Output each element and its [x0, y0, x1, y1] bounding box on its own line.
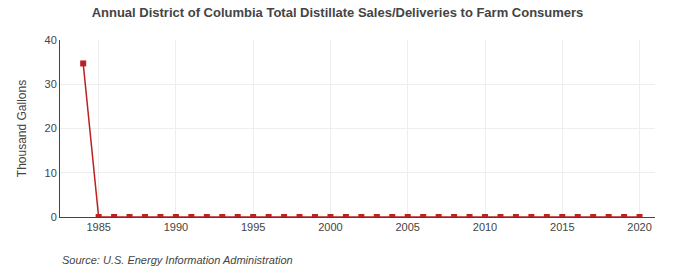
- svg-text:0: 0: [51, 211, 57, 223]
- svg-text:Thousand Gallons: Thousand Gallons: [15, 80, 29, 177]
- svg-text:1995: 1995: [241, 221, 265, 233]
- svg-text:10: 10: [45, 167, 57, 179]
- svg-text:2020: 2020: [627, 221, 651, 233]
- svg-text:2010: 2010: [473, 221, 497, 233]
- svg-text:2000: 2000: [318, 221, 342, 233]
- svg-text:Source: U.S. Energy Informatio: Source: U.S. Energy Information Administ…: [62, 254, 293, 266]
- svg-text:2005: 2005: [395, 221, 419, 233]
- svg-text:20: 20: [45, 122, 57, 134]
- svg-text:1985: 1985: [86, 221, 110, 233]
- svg-text:30: 30: [45, 78, 57, 90]
- svg-text:40: 40: [45, 34, 57, 46]
- svg-text:Annual District of Columbia To: Annual District of Columbia Total Distil…: [92, 5, 584, 20]
- svg-text:1990: 1990: [164, 221, 188, 233]
- svg-text:2015: 2015: [550, 221, 574, 233]
